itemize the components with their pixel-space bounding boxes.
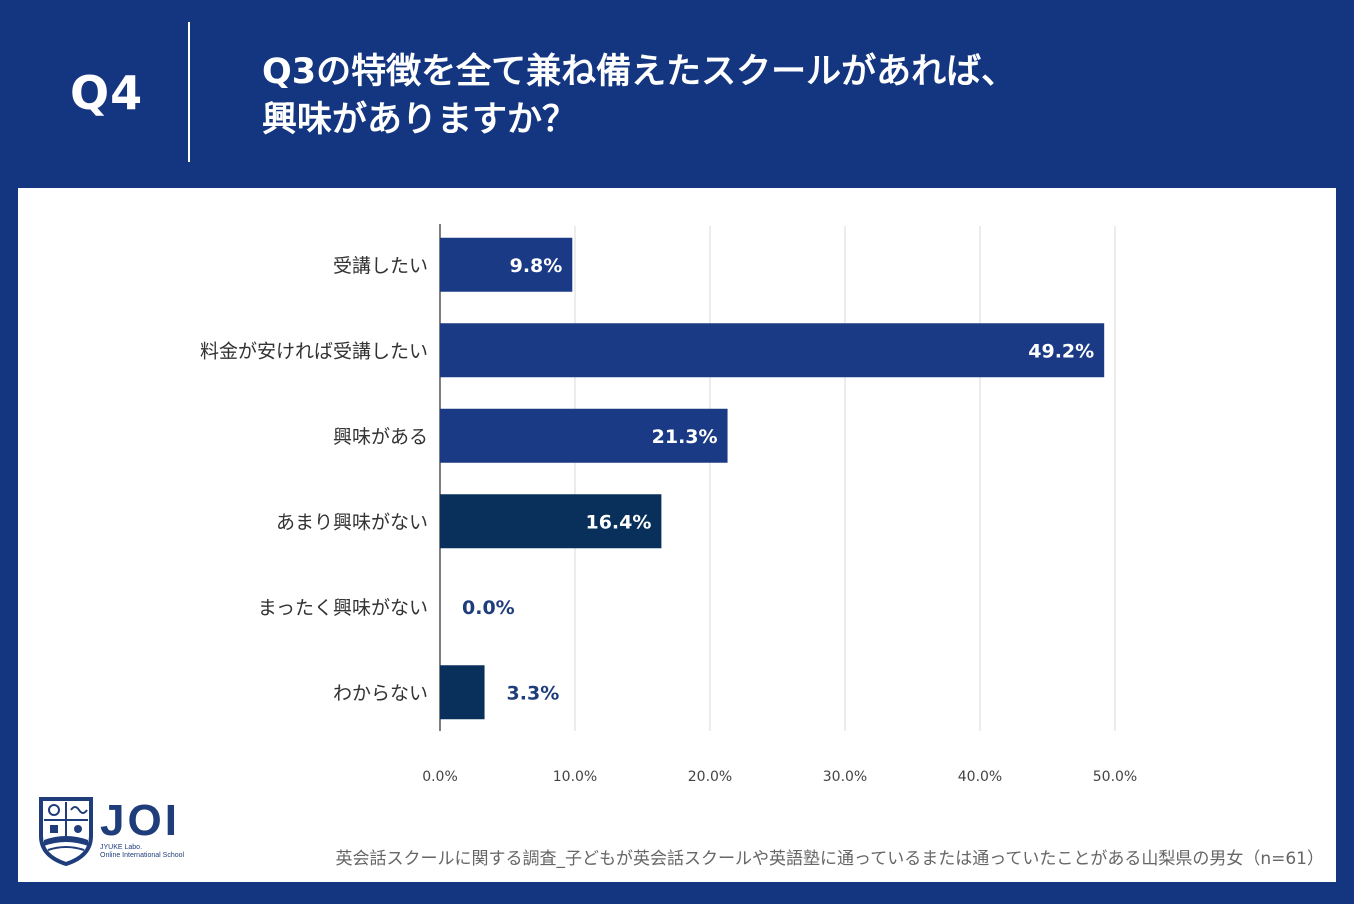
question-text: Q3の特徴を全て兼ね備えたスクールがあれば、 興味がありますか？ [262,48,1262,144]
bar [440,323,1105,378]
question-line-2: 興味がありますか？ [262,100,578,140]
x-tick-label: 0.0% [422,769,458,785]
category-label: わからない [333,682,428,704]
joi-logo: JOI JYUKE Labo. Online International Sch… [38,796,218,866]
bar [440,237,573,292]
x-tick-label: 30.0% [823,769,867,785]
logo-sub-line-1: JYUKE Labo. [100,844,143,851]
x-tick-label: 10.0% [553,769,597,785]
x-tick-label: 20.0% [688,769,732,785]
bar [440,494,662,549]
logo-subtitle: JYUKE Labo. Online International School [100,844,184,860]
data-label: 16.4% [585,511,651,533]
data-label: 21.3% [652,426,718,448]
header-divider [188,22,190,162]
chart-panel: 0.0% 10.0% 20.0% 30.0% 40.0% 50.0% 受講したい 9.8% 料金… [18,188,1336,882]
logo-sub-line-2: Online International School [100,852,185,859]
x-tick-label: 40.0% [958,769,1002,785]
category-label: 受講したい [333,255,428,277]
data-label: 0.0% [462,597,515,619]
category-label: 興味がある [333,426,428,448]
question-number: Q4 [70,66,144,120]
data-label: 9.8% [510,255,563,277]
question-line-1: Q3の特徴を全て兼ね備えたスクールがあれば、 [262,52,1017,92]
category-label: あまり興味がない [276,511,428,533]
bar-chart: 0.0% 10.0% 20.0% 30.0% 40.0% 50.0% 受講したい 9.8% 料金… [200,224,1137,785]
x-tick-label: 50.0% [1093,769,1137,785]
logo-text: JOI [100,796,180,845]
source-note: 英会話スクールに関する調査_子どもが英会話スクールや英語塾に通っているまたは通っ… [335,849,1324,869]
category-label: まったく興味がない [258,597,428,619]
bar [440,408,728,463]
data-label: 3.3% [507,682,560,704]
data-label: 49.2% [1028,340,1094,362]
bar [440,665,485,720]
category-label: 料金が安ければ受講したい [200,340,428,362]
shield-emblem-icon [39,797,93,866]
